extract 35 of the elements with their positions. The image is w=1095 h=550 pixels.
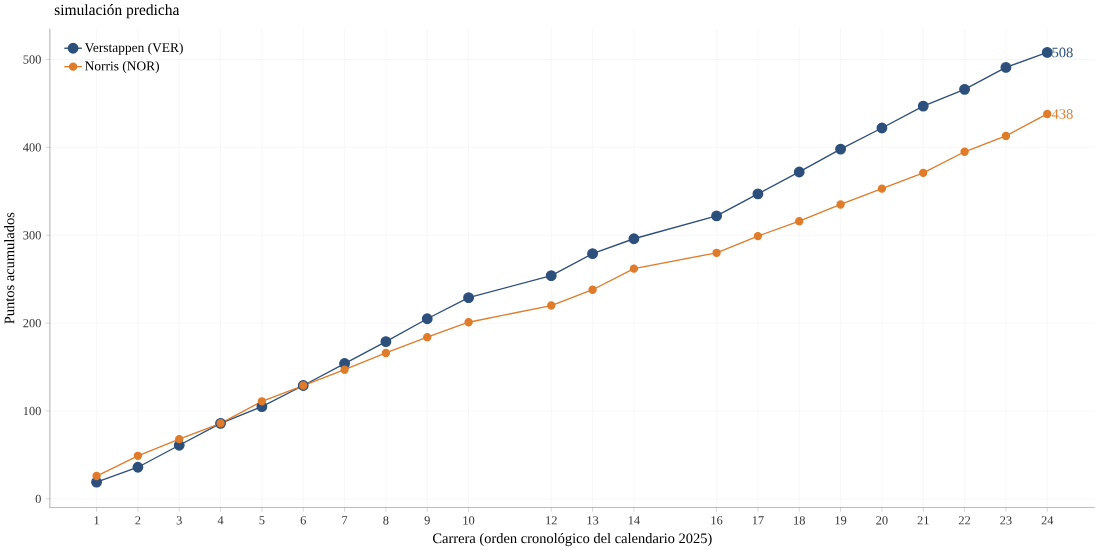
data-label: 508 bbox=[1052, 47, 1073, 58]
legend-label: Norris (NOR) bbox=[85, 60, 159, 74]
x-tick-label: 19 bbox=[835, 516, 847, 525]
x-tick-label: 13 bbox=[587, 516, 599, 525]
x-tick-label: 4 bbox=[217, 516, 224, 525]
x-tick-label: 24 bbox=[1041, 516, 1054, 525]
x-tick-label: 23 bbox=[1000, 516, 1012, 525]
legend-label: Verstappen (VER) bbox=[84, 42, 183, 55]
x-tick-label: 2 bbox=[135, 516, 141, 525]
x-tick-label: 22 bbox=[958, 516, 971, 525]
y-tick-label: 500 bbox=[23, 55, 41, 64]
x-tick-label: 20 bbox=[876, 516, 888, 525]
y-axis-title: Puntos acumulados bbox=[4, 212, 15, 324]
y-tick-label: 400 bbox=[23, 143, 41, 152]
x-tick-label: 10 bbox=[463, 516, 475, 525]
x-tick-label: 14 bbox=[628, 516, 640, 525]
x-tick-label: 18 bbox=[794, 516, 805, 525]
x-tick-label: 12 bbox=[546, 516, 557, 525]
x-tick-label: 6 bbox=[300, 516, 306, 525]
x-tick-label: 5 bbox=[259, 516, 265, 525]
x-tick-label: 16 bbox=[711, 516, 723, 525]
y-tick-label: 100 bbox=[23, 406, 41, 416]
y-tick-label: 200 bbox=[23, 318, 41, 328]
x-tick-label: 17 bbox=[752, 516, 764, 525]
data-label: 438 bbox=[1051, 108, 1073, 119]
y-tick-label: 0 bbox=[35, 494, 41, 503]
y-tick-label: 300 bbox=[23, 230, 41, 240]
x-tick-label: 3 bbox=[176, 516, 182, 525]
x-axis-title: Carrera (orden cronológico del calendario 2025) bbox=[433, 532, 712, 547]
x-tick-label: 21 bbox=[917, 516, 929, 525]
x-tick-label: 8 bbox=[383, 516, 389, 525]
x-tick-label: 1 bbox=[94, 516, 99, 525]
x-tick-label: 9 bbox=[424, 516, 430, 525]
chart-title: simulación predicha bbox=[54, 3, 180, 19]
x-tick-label: 7 bbox=[342, 516, 348, 525]
